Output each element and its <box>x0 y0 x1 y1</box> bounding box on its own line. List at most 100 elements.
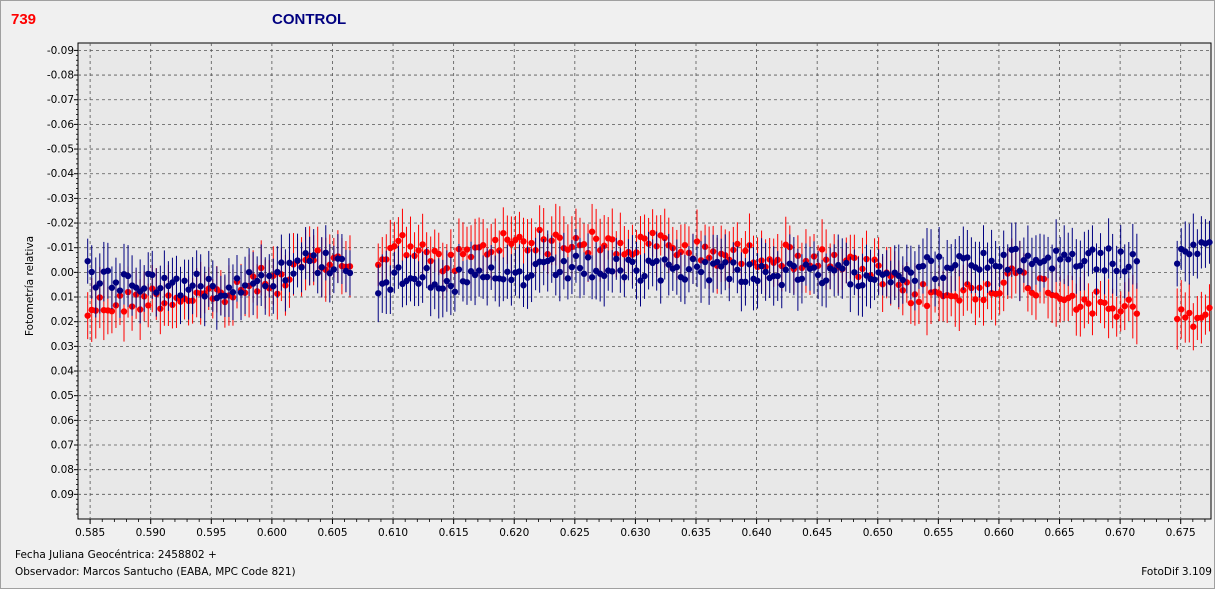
data-point <box>617 267 624 274</box>
data-point <box>580 270 588 277</box>
data-point <box>157 284 164 292</box>
data-point <box>633 267 640 274</box>
data-point <box>1117 248 1124 255</box>
data-point <box>899 276 906 284</box>
data-point <box>689 255 697 263</box>
data-point <box>282 277 289 284</box>
data-point <box>1129 250 1137 258</box>
data-point <box>233 275 241 282</box>
y-tick-label: -0.06 <box>47 119 74 131</box>
data-point <box>294 257 301 264</box>
data-point <box>843 259 850 267</box>
data-point <box>653 257 660 265</box>
data-point <box>96 280 103 287</box>
data-point <box>613 255 620 263</box>
data-point <box>600 272 608 280</box>
data-point <box>1081 257 1088 265</box>
y-tick-label: 0.00 <box>51 267 74 279</box>
data-point <box>1125 263 1132 271</box>
data-point <box>790 262 798 270</box>
data-point <box>617 239 624 247</box>
data-point <box>774 272 781 280</box>
data-point <box>508 240 515 248</box>
data-point <box>1101 267 1108 274</box>
data-point <box>661 256 668 263</box>
data-point <box>1000 279 1007 286</box>
data-point <box>140 285 148 292</box>
data-point <box>201 293 208 300</box>
data-point <box>431 281 438 288</box>
data-point <box>693 238 701 245</box>
data-point <box>1125 296 1132 303</box>
data-point <box>722 259 729 266</box>
data-point <box>742 278 749 286</box>
x-tick-label: 0.645 <box>802 527 832 539</box>
data-point <box>988 257 995 265</box>
data-point <box>1133 310 1141 317</box>
data-point <box>451 288 459 295</box>
data-point <box>145 302 152 309</box>
data-point <box>1109 305 1116 312</box>
data-point <box>746 261 753 268</box>
data-point <box>124 272 132 280</box>
x-tick-label: 0.675 <box>1166 527 1196 539</box>
data-point <box>1016 267 1024 275</box>
y-tick-label: 0.05 <box>51 390 74 402</box>
y-tick-label: -0.09 <box>47 45 74 57</box>
data-point <box>782 266 789 274</box>
data-point <box>314 247 321 254</box>
data-point <box>245 268 253 276</box>
data-point <box>851 269 858 276</box>
data-point <box>504 268 511 275</box>
x-tick-label: 0.625 <box>560 527 590 539</box>
x-tick-label: 0.610 <box>378 527 408 539</box>
data-point <box>407 243 414 250</box>
y-tick-label: -0.08 <box>47 70 74 82</box>
data-point <box>798 275 806 283</box>
data-point <box>459 250 467 258</box>
data-point <box>1105 245 1112 252</box>
data-point <box>980 249 987 257</box>
data-point <box>976 266 983 273</box>
data-point <box>415 280 422 287</box>
data-point <box>964 254 971 261</box>
y-axis-label: Fotometría relativa <box>24 236 36 336</box>
data-point <box>685 266 693 273</box>
y-tick-label: -0.02 <box>47 218 74 230</box>
data-point <box>592 235 600 242</box>
x-tick-label: 0.585 <box>75 527 105 539</box>
data-point <box>984 264 991 271</box>
data-point <box>923 302 931 310</box>
x-axis-ticks: 0.585 0.590 0.595 0.600 0.605 0.610 0.615 0.620… <box>75 519 1206 539</box>
data-point <box>681 276 689 283</box>
data-point <box>463 279 471 286</box>
data-point <box>274 268 281 276</box>
data-point <box>1186 309 1193 317</box>
data-point <box>1089 246 1096 253</box>
data-point <box>1097 249 1104 257</box>
data-point <box>447 251 455 259</box>
data-point <box>996 290 1003 297</box>
data-point <box>306 257 313 265</box>
data-point <box>475 267 483 274</box>
data-point <box>1077 262 1084 269</box>
data-points <box>84 203 1213 351</box>
data-point <box>330 266 338 273</box>
data-point <box>584 254 592 261</box>
data-point <box>108 307 116 315</box>
data-point <box>185 286 192 293</box>
x-tick-label: 0.635 <box>681 527 711 539</box>
data-point <box>1004 266 1011 273</box>
data-point <box>483 273 491 281</box>
data-point <box>697 268 705 276</box>
data-point <box>205 275 212 283</box>
data-point <box>883 270 890 277</box>
x-tick-label: 0.640 <box>742 527 772 539</box>
y-tick-label: 0.06 <box>51 415 75 427</box>
data-point <box>516 233 523 241</box>
data-point <box>302 250 309 257</box>
data-point <box>189 282 196 289</box>
data-point <box>939 274 947 282</box>
data-point <box>1178 306 1185 313</box>
data-point <box>290 270 297 277</box>
